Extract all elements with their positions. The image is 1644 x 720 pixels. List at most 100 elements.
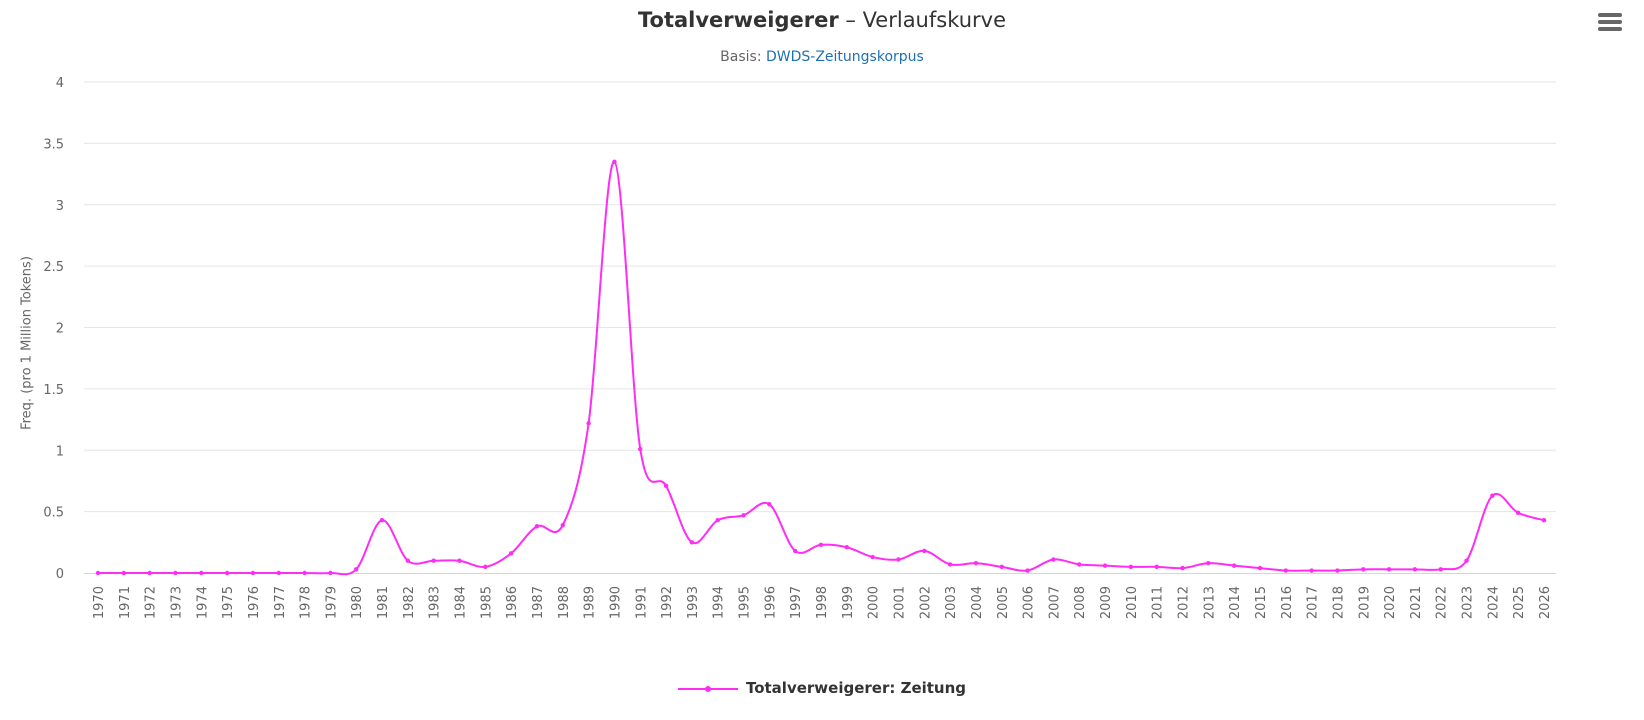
- data-point: [147, 570, 152, 576]
- data-point: [1128, 564, 1134, 570]
- data-point: [1335, 568, 1340, 573]
- data-point: [431, 558, 436, 563]
- y-tick-label: 4: [56, 76, 64, 91]
- data-point: [1102, 563, 1108, 568]
- data-point: [328, 570, 333, 576]
- x-tick-label: 2001: [892, 586, 907, 619]
- x-tick-label: 1976: [247, 586, 262, 619]
- x-tick-label: 2007: [1047, 586, 1062, 619]
- x-tick-label: 1979: [324, 586, 339, 619]
- x-tick-label: 1987: [531, 586, 546, 619]
- y-tick-label: 3.5: [43, 137, 64, 152]
- x-tick-label: 2004: [970, 586, 985, 619]
- data-point: [1361, 567, 1366, 572]
- data-point: [1231, 563, 1237, 568]
- x-tick-label: 1995: [738, 586, 753, 619]
- data-point: [250, 570, 256, 576]
- x-tick-label: 2021: [1409, 586, 1424, 619]
- data-point: [1206, 560, 1211, 566]
- x-tick-label: 2011: [1151, 586, 1166, 619]
- y-tick-label: 3: [56, 199, 64, 214]
- x-tick-label: 2013: [1202, 586, 1217, 619]
- y-tick-label: 0: [56, 567, 64, 582]
- data-point: [767, 502, 772, 507]
- y-tick-label: 2: [56, 322, 64, 337]
- x-tick-label: 1989: [583, 586, 598, 619]
- data-point: [560, 522, 565, 528]
- y-tick-label: 1.5: [43, 383, 64, 398]
- chart-title-rest: – Verlaufskurve: [838, 8, 1007, 32]
- x-tick-label: 1999: [841, 586, 856, 619]
- data-point: [1257, 565, 1263, 571]
- data-point: [1154, 564, 1159, 570]
- data-point: [1025, 568, 1030, 573]
- data-point: [689, 540, 695, 545]
- data-point: [1490, 493, 1495, 498]
- x-tick-label: 1980: [350, 586, 365, 619]
- x-tick-label: 1984: [454, 586, 469, 619]
- data-point: [1051, 557, 1056, 562]
- x-tick-label: 2026: [1538, 586, 1553, 619]
- data-point: [224, 570, 230, 576]
- data-point: [302, 570, 307, 576]
- data-point: [173, 570, 178, 576]
- x-tick-label: 1993: [686, 586, 701, 619]
- subtitle-prefix: Basis:: [720, 49, 766, 65]
- x-tick-label: 2020: [1383, 586, 1398, 619]
- data-point: [741, 513, 746, 518]
- data-point: [121, 570, 127, 576]
- legend-item[interactable]: Totalverweigerer: Zeitung: [0, 679, 1644, 697]
- x-tick-label: 1988: [557, 586, 572, 619]
- data-point: [1464, 558, 1469, 563]
- x-tick-label: 2014: [1228, 586, 1243, 619]
- x-tick-label: 1998: [815, 586, 830, 619]
- data-point: [922, 548, 927, 554]
- data-point: [973, 560, 979, 566]
- x-tick-label: 1982: [402, 586, 417, 619]
- x-tick-label: 2015: [1254, 586, 1269, 619]
- data-point: [354, 567, 359, 572]
- x-tick-label: 1977: [273, 586, 288, 619]
- x-tick-label: 2018: [1331, 586, 1346, 619]
- x-tick-label: 1990: [608, 586, 623, 619]
- x-tick-label: 1978: [299, 586, 314, 619]
- data-point: [508, 551, 514, 556]
- x-tick-label: 2008: [1073, 586, 1088, 619]
- data-point: [1180, 565, 1185, 571]
- data-point: [638, 446, 643, 452]
- chart-title: Totalverweigerer – Verlaufskurve: [0, 8, 1644, 32]
- x-tick-label: 1992: [660, 586, 675, 619]
- corpus-link[interactable]: DWDS-Zeitungskorpus: [765, 49, 924, 65]
- x-tick-label: 2003: [944, 586, 959, 619]
- data-point: [999, 564, 1004, 570]
- data-point: [947, 562, 953, 567]
- data-point: [1283, 568, 1288, 573]
- chart-subtitle: Basis: DWDS-Zeitungskorpus: [0, 49, 1644, 65]
- x-tick-label: 2002: [918, 586, 933, 619]
- x-tick-label: 1970: [92, 586, 107, 619]
- hamburger-menu-icon[interactable]: [1598, 13, 1622, 35]
- data-point: [483, 564, 488, 570]
- data-point: [870, 554, 875, 560]
- y-tick-label: 1: [56, 444, 64, 459]
- data-point: [844, 545, 850, 550]
- x-tick-label: 2012: [1177, 586, 1192, 619]
- data-point: [586, 421, 591, 426]
- data-point: [818, 542, 824, 547]
- data-point: [663, 483, 669, 489]
- data-point: [379, 518, 385, 523]
- x-tick-label: 2009: [1099, 586, 1114, 619]
- data-point: [792, 548, 798, 554]
- data-point: [1309, 568, 1314, 573]
- x-tick-label: 1975: [221, 586, 236, 619]
- chart-title-term: Totalverweigerer: [637, 8, 839, 32]
- data-point: [1412, 567, 1418, 572]
- x-tick-label: 1983: [428, 586, 443, 619]
- data-point: [1438, 567, 1443, 572]
- y-tick-label: 2.5: [43, 260, 64, 275]
- x-tick-label: 1974: [195, 586, 210, 619]
- x-tick-label: 2025: [1512, 586, 1527, 619]
- data-point: [896, 557, 901, 562]
- x-tick-label: 2010: [1125, 586, 1140, 619]
